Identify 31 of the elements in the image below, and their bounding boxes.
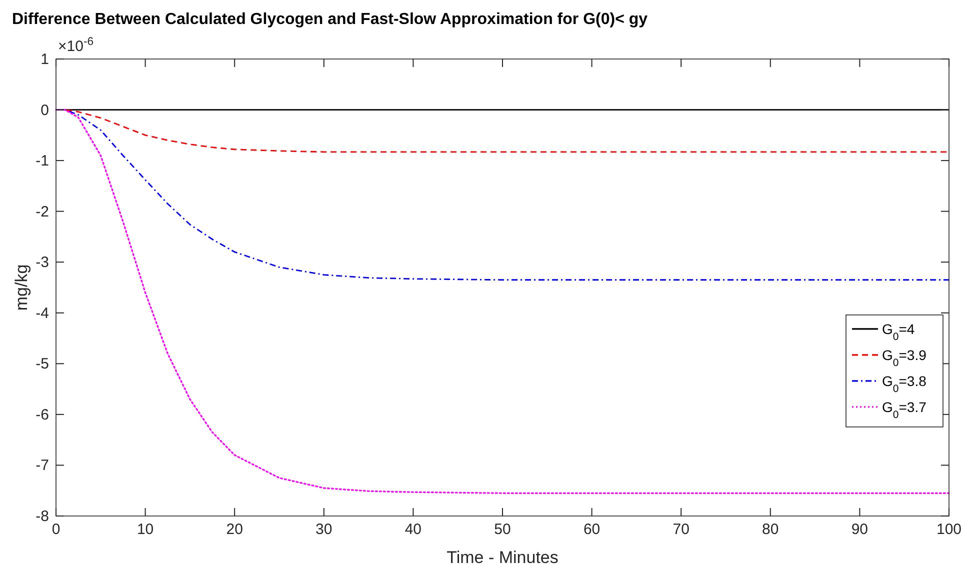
x-tick-label: 30 [316, 521, 332, 538]
x-axis-title: Time - Minutes [446, 548, 558, 567]
legend-label: G$_{0}$=4 [882, 320, 915, 343]
x-tick-label: 60 [583, 521, 600, 538]
y-axis-title: mg/kg [12, 264, 31, 311]
line-series [55, 109, 950, 281]
y-tick-label: -6 [36, 406, 49, 424]
y-tick-label: -1 [36, 152, 49, 170]
y-tick-label: -8 [36, 508, 49, 525]
x-tick-label: 90 [851, 521, 868, 538]
text: ×10$^{-6}$ [58, 36, 94, 55]
y-tick-label: -5 [36, 356, 49, 373]
x-tick-label: 40 [404, 521, 422, 538]
x-tick-label: 70 [672, 521, 690, 538]
x-tick-label: 50 [494, 521, 511, 538]
y-tick-label: -7 [36, 457, 49, 474]
y-tick-label: 1 [40, 51, 49, 68]
x-tick-label: 80 [762, 521, 779, 538]
chart-title: Difference Between Calculated Glycogen and Fast-Slow Approximation for G(0)< gy [12, 11, 648, 28]
legend-label: G$_{0}$=3.9 [882, 346, 927, 369]
line-series [55, 108, 950, 494]
x-tick-label: 0 [52, 521, 60, 538]
x-tick-label: 10 [136, 521, 154, 538]
x-tick-label: 100 [936, 521, 962, 538]
y-tick-label: -2 [36, 203, 49, 220]
y-tick-label: -3 [36, 254, 49, 272]
y-tick-label: -4 [36, 304, 49, 322]
legend-label: G$_{0}$=3.8 [882, 372, 927, 395]
x-tick-label: 20 [226, 521, 243, 538]
legend-label: G$_{0}$=3.7 [882, 398, 927, 421]
y-tick-label: 0 [40, 102, 49, 119]
